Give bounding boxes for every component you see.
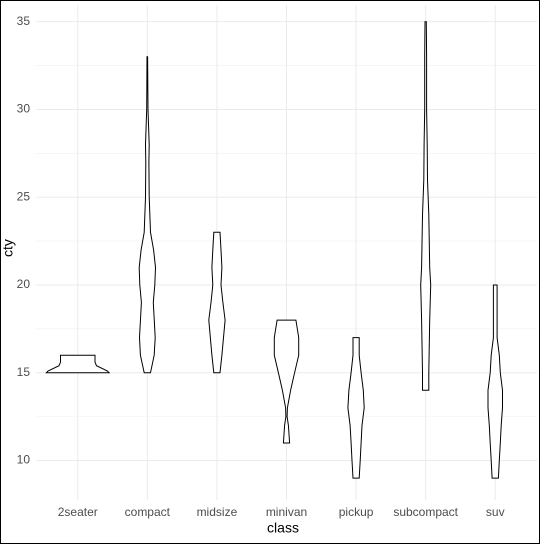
x-tick-label: subcompact [393, 505, 458, 519]
x-tick-label: minivan [266, 505, 307, 519]
violin [487, 284, 503, 479]
y-tick-label: 20 [17, 277, 31, 291]
y-tick-label: 25 [17, 189, 31, 203]
violin [45, 354, 111, 374]
y-tick-label: 30 [17, 102, 31, 116]
x-tick-label: 2seater [58, 505, 98, 519]
violin [138, 56, 157, 374]
violin [273, 319, 300, 444]
violin [420, 21, 432, 391]
y-axis-title: cty [0, 239, 16, 257]
x-tick-label: compact [125, 505, 171, 519]
x-tick-label: pickup [339, 505, 374, 519]
violin [347, 337, 365, 479]
x-axis-title: class [267, 520, 299, 536]
x-tick-label: midsize [197, 505, 238, 519]
x-tick-label: suv [486, 505, 505, 519]
y-tick-label: 35 [17, 14, 31, 28]
violin [208, 231, 226, 374]
y-tick-label: 10 [17, 453, 31, 467]
y-tick-label: 15 [17, 365, 31, 379]
